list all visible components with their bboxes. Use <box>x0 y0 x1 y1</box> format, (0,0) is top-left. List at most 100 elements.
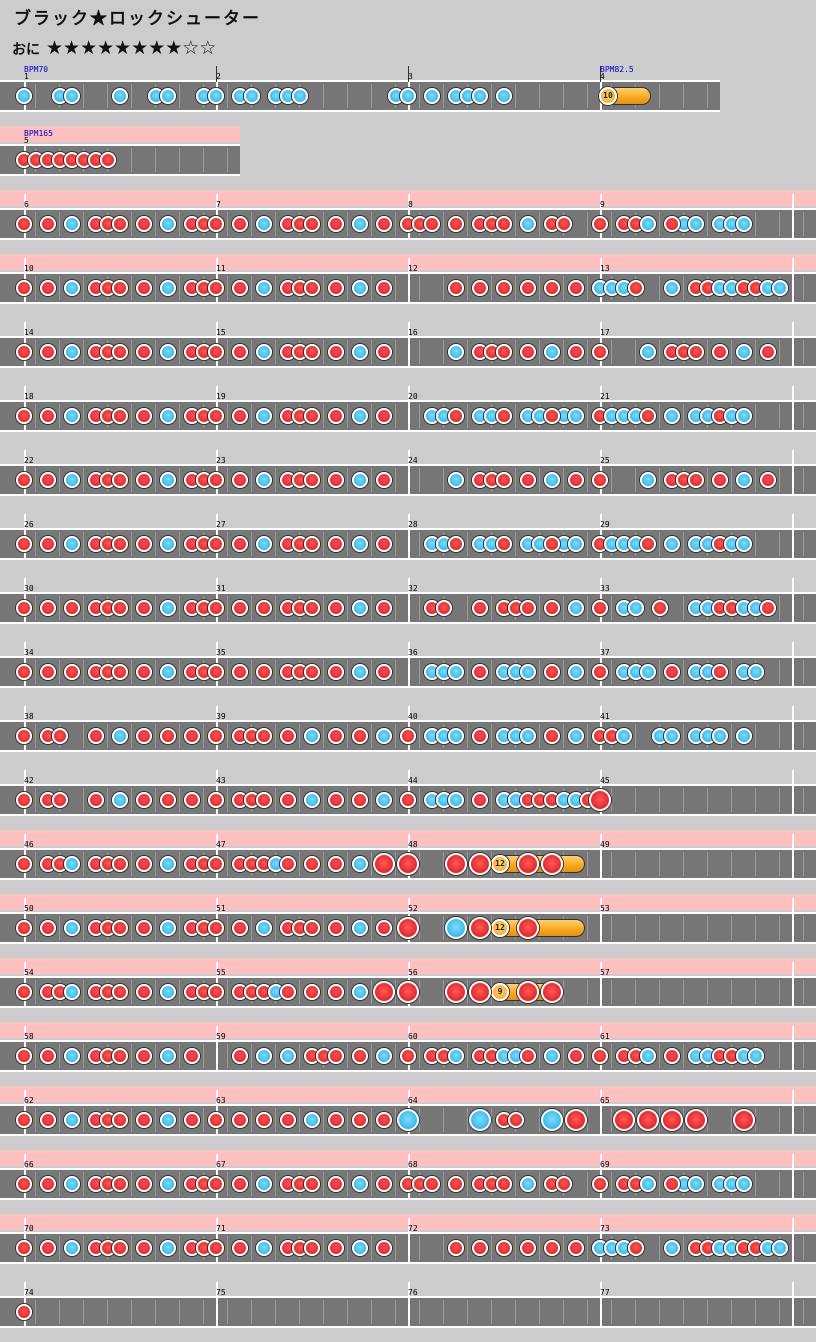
beat-line <box>707 1300 708 1324</box>
ka-note <box>472 88 488 104</box>
beat-line <box>131 532 132 556</box>
beat-line <box>371 1044 372 1068</box>
beat-line <box>155 660 156 684</box>
beat-line <box>659 788 660 812</box>
beat-line <box>491 788 492 812</box>
beat-line <box>755 916 756 940</box>
don-note <box>328 792 344 808</box>
bar-line-ext <box>24 322 26 338</box>
ka-note <box>64 1240 80 1256</box>
beat-line <box>323 788 324 812</box>
don-note <box>589 789 611 811</box>
measure-number: 60 <box>408 1032 418 1041</box>
beat-line <box>371 788 372 812</box>
beat-line <box>155 1044 156 1068</box>
ka-note <box>160 472 176 488</box>
beat-line <box>203 1300 204 1324</box>
measure-number: 10 <box>24 264 34 273</box>
bar-line-ext <box>24 514 26 530</box>
beat-line <box>83 1108 84 1132</box>
don-note <box>328 280 344 296</box>
beat-line <box>803 1300 804 1324</box>
don-note <box>280 1112 296 1128</box>
bar-line <box>792 386 794 432</box>
beat-line <box>539 1044 540 1068</box>
beat-line <box>35 660 36 684</box>
drumroll-head: 10 <box>599 87 617 105</box>
beat-line <box>515 1300 516 1324</box>
beat-line <box>563 1236 564 1260</box>
beat-line <box>539 1300 540 1324</box>
ka-note <box>64 88 80 104</box>
ka-note <box>112 792 128 808</box>
beat-line <box>779 1172 780 1196</box>
ka-note <box>568 536 584 552</box>
beat-line <box>299 1108 300 1132</box>
score-row: 5 BPM165 <box>0 126 816 190</box>
beat-line <box>419 1044 420 1068</box>
beat-line <box>803 1108 804 1132</box>
beat-line <box>131 916 132 940</box>
ka-note <box>64 216 80 232</box>
don-note <box>352 1112 368 1128</box>
measure-number: 28 <box>408 520 418 529</box>
beat-line <box>275 212 276 236</box>
don-note <box>232 408 248 424</box>
measure-number: 4 <box>600 72 605 81</box>
ka-note <box>664 1240 680 1256</box>
score-row: 18 19 20 21 <box>0 382 816 446</box>
ka-note <box>736 1176 752 1192</box>
beat-line <box>323 1236 324 1260</box>
don-note <box>136 536 152 552</box>
beat-line <box>419 660 420 684</box>
measure-number: 42 <box>24 776 34 785</box>
beat-line <box>155 724 156 748</box>
beat-line <box>59 1108 60 1132</box>
beat-line <box>203 788 204 812</box>
don-note <box>304 984 320 1000</box>
ka-note <box>160 1240 176 1256</box>
beat-line <box>395 340 396 364</box>
beat-line <box>587 468 588 492</box>
don-note <box>544 280 560 296</box>
beat-line <box>395 276 396 300</box>
ka-note <box>448 792 464 808</box>
bar-line-ext <box>216 514 218 530</box>
don-note <box>328 536 344 552</box>
beat-line <box>323 724 324 748</box>
don-note <box>304 664 320 680</box>
ka-note <box>64 472 80 488</box>
don-note <box>376 344 392 360</box>
don-note <box>232 280 248 296</box>
don-note <box>328 344 344 360</box>
beat-line <box>179 980 180 1004</box>
bar-line <box>792 194 794 240</box>
don-note <box>16 1176 32 1192</box>
beat-line <box>563 1044 564 1068</box>
beat-line <box>683 1300 684 1324</box>
beat-line <box>779 1300 780 1324</box>
don-note <box>544 1240 560 1256</box>
beat-line <box>155 340 156 364</box>
beat-line <box>371 660 372 684</box>
ka-note <box>160 344 176 360</box>
don-note <box>496 1176 512 1192</box>
ka-note <box>352 920 368 936</box>
beat-line <box>131 980 132 1004</box>
beat-line <box>419 980 420 1004</box>
beat-line <box>347 468 348 492</box>
measure-number: 12 <box>408 264 418 273</box>
beat-line <box>491 1108 492 1132</box>
don-note <box>304 280 320 296</box>
beat-line <box>251 1108 252 1132</box>
don-note <box>424 216 440 232</box>
beat-line <box>179 340 180 364</box>
beat-line <box>395 212 396 236</box>
beat-line <box>299 724 300 748</box>
beat-line <box>179 468 180 492</box>
beat-line <box>275 596 276 620</box>
bar-line-ext <box>24 578 26 594</box>
don-note <box>184 1112 200 1128</box>
don-note <box>304 344 320 360</box>
don-note <box>208 984 224 1000</box>
